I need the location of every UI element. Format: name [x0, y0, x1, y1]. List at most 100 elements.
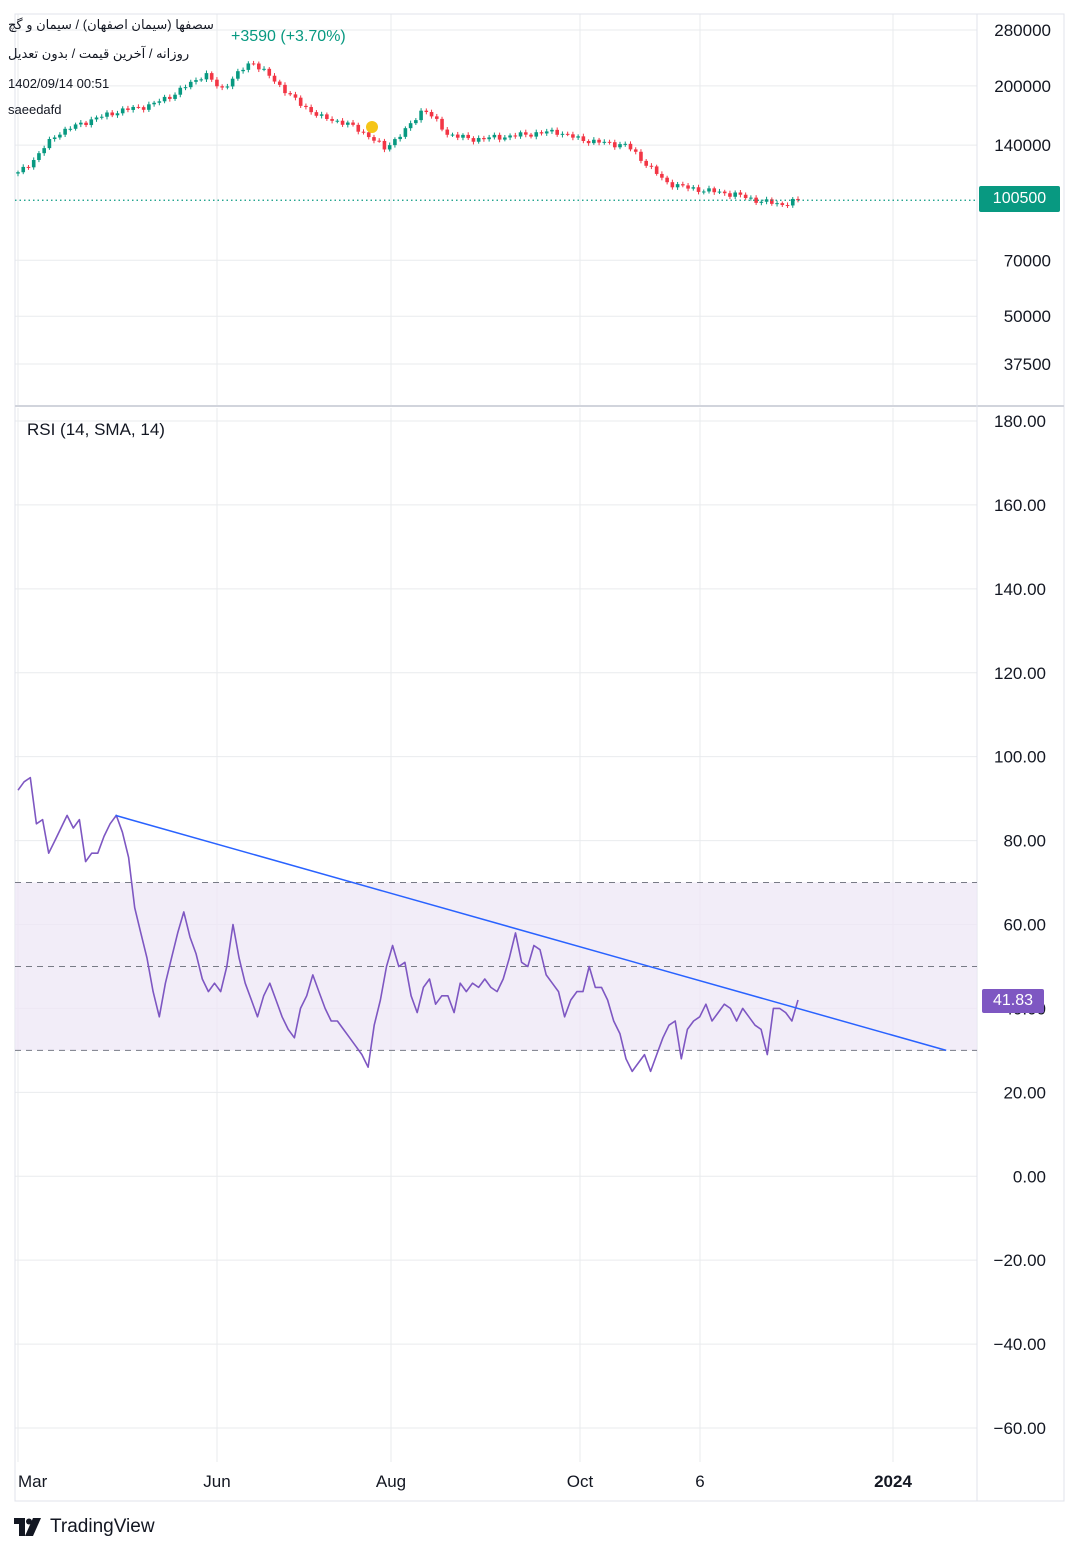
rsi-tick-label: 140.00 — [994, 580, 1046, 599]
price-tick-label: 140000 — [994, 136, 1051, 155]
candle-body — [382, 140, 387, 150]
candle-body — [628, 143, 633, 150]
candle-body — [351, 122, 355, 125]
time-tick-label: Aug — [376, 1472, 406, 1491]
tradingview-logo[interactable]: TradingView — [14, 1516, 155, 1538]
candle-body — [89, 119, 94, 126]
candle-body — [37, 153, 41, 160]
candle-body — [136, 106, 141, 108]
candle-body — [523, 132, 528, 135]
rsi-tick-label: 20.00 — [1003, 1083, 1046, 1102]
candle-body — [681, 184, 685, 186]
rsi-tick-label: 180.00 — [994, 412, 1046, 431]
candle-body — [79, 122, 83, 125]
candle-body — [675, 184, 680, 188]
candle-body — [42, 148, 46, 154]
rsi-axis[interactable]: 180.00 160.00 140.00 120.00 100.00 80.00 60.00… — [994, 412, 1046, 1438]
candle-body — [209, 73, 214, 80]
candle-body — [770, 199, 774, 204]
candle-body — [183, 87, 188, 89]
candle-body — [503, 137, 507, 140]
candle-body — [738, 192, 743, 195]
candle-body — [618, 144, 622, 148]
candle-body — [147, 104, 151, 110]
rsi-tick-label: −40.00 — [994, 1335, 1046, 1354]
candle-body — [105, 112, 109, 117]
candle-body — [419, 110, 423, 121]
candle-body — [68, 128, 73, 130]
candle-body — [366, 132, 371, 138]
time-tick-label: 2024 — [874, 1472, 912, 1491]
candle-body — [21, 166, 26, 173]
candle-body — [691, 187, 696, 189]
rsi-indicator-title[interactable]: RSI (14, SMA, 14) — [27, 420, 165, 439]
candle-body — [733, 192, 737, 197]
rsi-trendline-group[interactable] — [115, 814, 947, 1052]
candle-body — [434, 116, 439, 119]
candle-body — [544, 131, 549, 134]
rsi-band — [15, 882, 977, 1051]
candle-body — [660, 173, 664, 178]
candle-body — [194, 80, 198, 82]
rsi-tick-label: 160.00 — [994, 496, 1046, 515]
price-tick-label: 70000 — [1004, 251, 1051, 270]
candle-body — [115, 113, 120, 116]
candle-body — [94, 117, 99, 120]
candle-body — [372, 137, 376, 141]
price-tick-label: 200000 — [994, 77, 1051, 96]
candle-body — [16, 172, 20, 174]
candle-body — [335, 120, 340, 122]
candle-body — [361, 131, 366, 133]
candle-body — [319, 114, 324, 116]
candle-body — [288, 93, 293, 95]
candle-body — [325, 114, 329, 119]
candlestick-series — [15, 60, 977, 208]
candle-body — [696, 187, 701, 192]
candle-body — [482, 137, 486, 140]
candle-body — [110, 112, 115, 116]
author-name[interactable]: saeedafd — [8, 102, 62, 117]
candle-body — [790, 198, 795, 206]
candle-body — [241, 69, 245, 72]
candle-body — [356, 124, 361, 132]
candle-body — [309, 107, 313, 113]
candle-body — [58, 134, 62, 138]
rsi-trendline — [115, 814, 947, 1052]
candle-body — [272, 75, 277, 82]
candle-body — [63, 128, 67, 135]
candle-body — [492, 134, 497, 138]
time-axis[interactable]: Mar Jun Aug Oct 6 2024 — [18, 1472, 912, 1491]
candle-body — [654, 166, 659, 174]
candle-body — [670, 182, 675, 188]
candle-body — [236, 71, 240, 79]
candle-body — [84, 122, 88, 126]
candle-body — [560, 133, 565, 135]
candle-body — [455, 134, 460, 138]
tradingview-logo-icon — [14, 1518, 41, 1536]
candle-body — [565, 133, 570, 135]
candle-body — [644, 160, 648, 166]
candle-body — [633, 149, 638, 152]
candle-body — [262, 68, 266, 70]
candle-body — [31, 159, 36, 168]
candle-body — [649, 165, 654, 167]
candle-body — [424, 110, 429, 113]
candle-body — [220, 86, 224, 88]
candle-body — [408, 123, 413, 129]
candle-body — [780, 203, 785, 206]
candle-body — [47, 139, 52, 149]
candle-body — [393, 139, 397, 146]
time-tick-label: Oct — [567, 1472, 594, 1491]
candle-body — [99, 116, 104, 118]
candle-body — [612, 142, 617, 148]
rsi-tick-label: 0.00 — [1013, 1167, 1046, 1186]
candle-body — [586, 141, 591, 144]
price-axis[interactable]: 280000 200000 140000 70000 50000 37500 — [994, 21, 1051, 374]
candle-body — [157, 101, 162, 103]
tradingview-brand-label: TradingView — [50, 1516, 155, 1537]
candle-body — [639, 151, 643, 161]
rsi-tick-label: −60.00 — [994, 1419, 1046, 1438]
candle-body — [712, 188, 717, 193]
candle-body — [314, 112, 319, 116]
